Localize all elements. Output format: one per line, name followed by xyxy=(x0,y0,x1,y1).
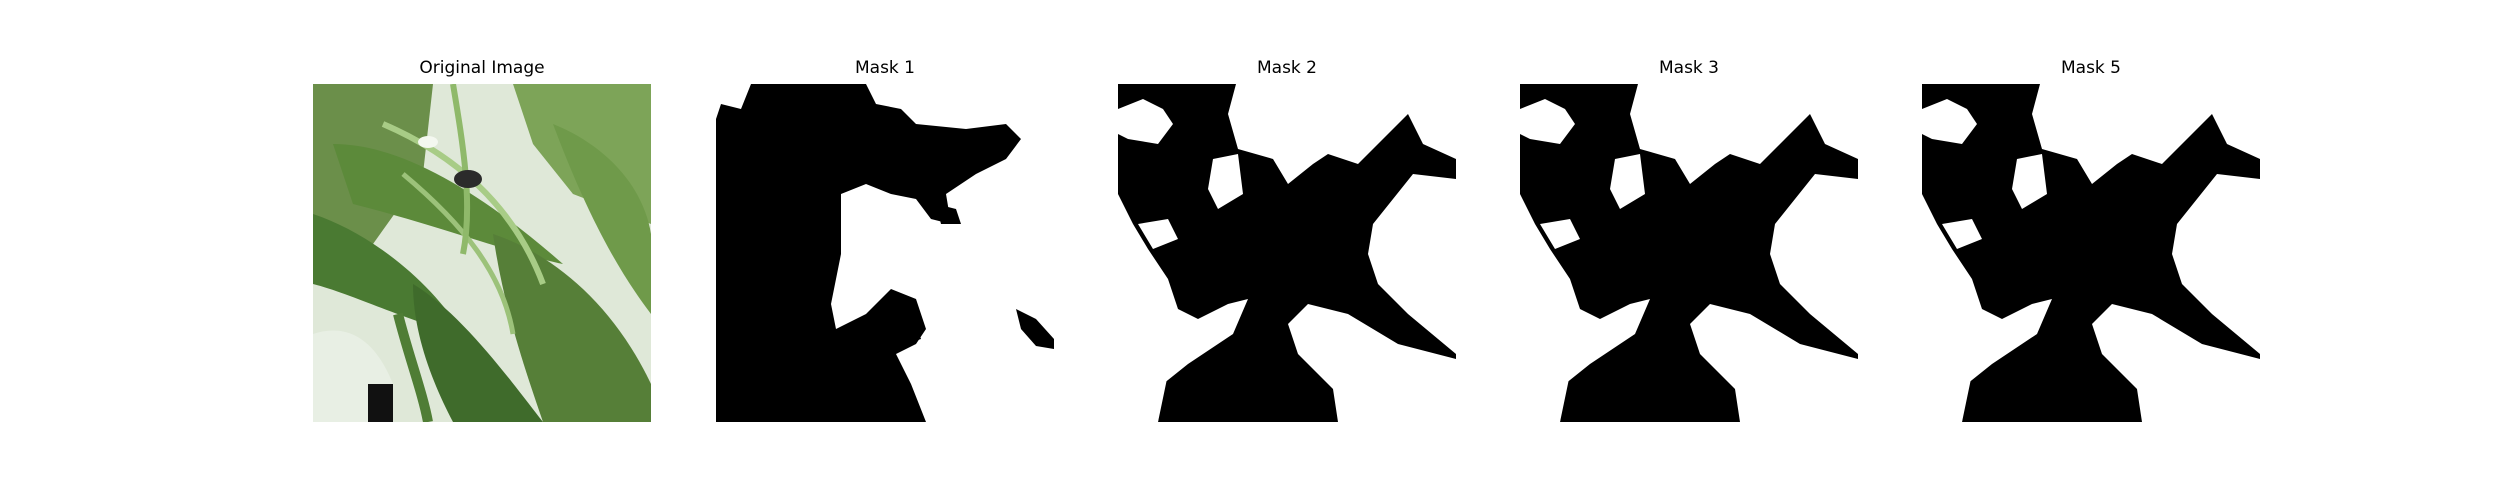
mask-1-image xyxy=(716,84,1054,422)
panel-title: Mask 1 xyxy=(854,58,915,78)
panel-title: Original Image xyxy=(419,58,545,78)
mask-image xyxy=(1520,84,1858,422)
mask-5-image xyxy=(1922,84,2260,422)
panel-title: Mask 5 xyxy=(2060,58,2121,78)
panel-title: Mask 3 xyxy=(1658,58,1719,78)
plant-photo-image xyxy=(313,84,651,422)
mask-image xyxy=(1118,84,1456,422)
mask-image xyxy=(1922,84,2260,422)
mask-2-image xyxy=(1118,84,1456,422)
original-photo xyxy=(313,84,651,422)
mask-image xyxy=(716,84,1054,422)
mask-3-image xyxy=(1520,84,1858,422)
panel-title: Mask 2 xyxy=(1256,58,1317,78)
